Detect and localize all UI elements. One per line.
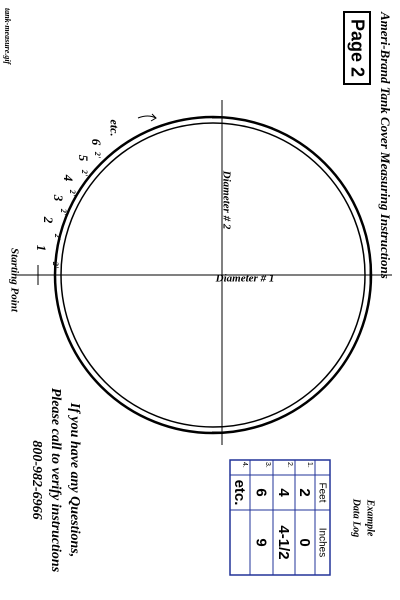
table-border [229,459,331,576]
arrow [137,115,157,119]
diameter-2-label: Diameter # 2 [220,170,232,230]
segment-number: 2 [41,216,56,224]
segment-length: 2' [53,233,62,241]
segment-number: 6 [89,139,104,146]
row-number: 4. [241,462,248,468]
column-header: Inches [316,528,327,557]
log-title: Example [365,499,376,537]
contact-line: 800-982-6966 [29,440,44,519]
row-number: 1. [306,462,313,468]
cell-value: 6 [253,488,270,496]
cell-value: 2 [296,488,313,496]
segment-length: 2' [51,261,60,269]
page-label: Page 2 [347,19,367,77]
column-header: Feet [316,482,327,502]
segment-number: 3 [51,194,66,202]
segment-length: 2' [68,189,77,197]
segment-length: 2' [80,169,89,177]
segment-number: 4 [61,174,76,182]
file-name: tank-measure.gif [3,8,12,66]
segment-length: 2' [59,208,68,216]
cell-value: 9 [253,538,270,546]
page-box [343,11,371,85]
segment-number: 1 [34,245,49,252]
row-number: 3. [264,462,271,468]
diameter-1-label: Diameter # 1 [215,273,275,285]
cell-value: 4-1/2 [275,525,292,559]
etc-label: etc. [107,120,121,137]
cell-value: 4 [275,488,292,497]
segment-length: 2' [93,151,102,159]
starting-point: Starting Point [8,248,20,313]
rotated-sheet: Ameri-Brand Tank Cover Measuring Instruc… [3,8,393,576]
row-number: 2. [286,462,293,468]
segment-number: 5 [76,155,91,162]
log-title: Data Log [351,498,362,538]
arrowhead [150,113,157,122]
data-log-table: Feet Inches 1. 2 0 2. 4 4-1/2 3. 6 9 4. etc. [229,459,331,576]
title: Ameri-Brand Tank Cover Measuring Instruc… [378,11,393,279]
cell-value: etc. [231,480,248,506]
cell-value: 0 [296,538,313,546]
contact-line: Please call to verify instructions [48,388,63,573]
contact-line: If you have any Questions, [67,402,82,557]
